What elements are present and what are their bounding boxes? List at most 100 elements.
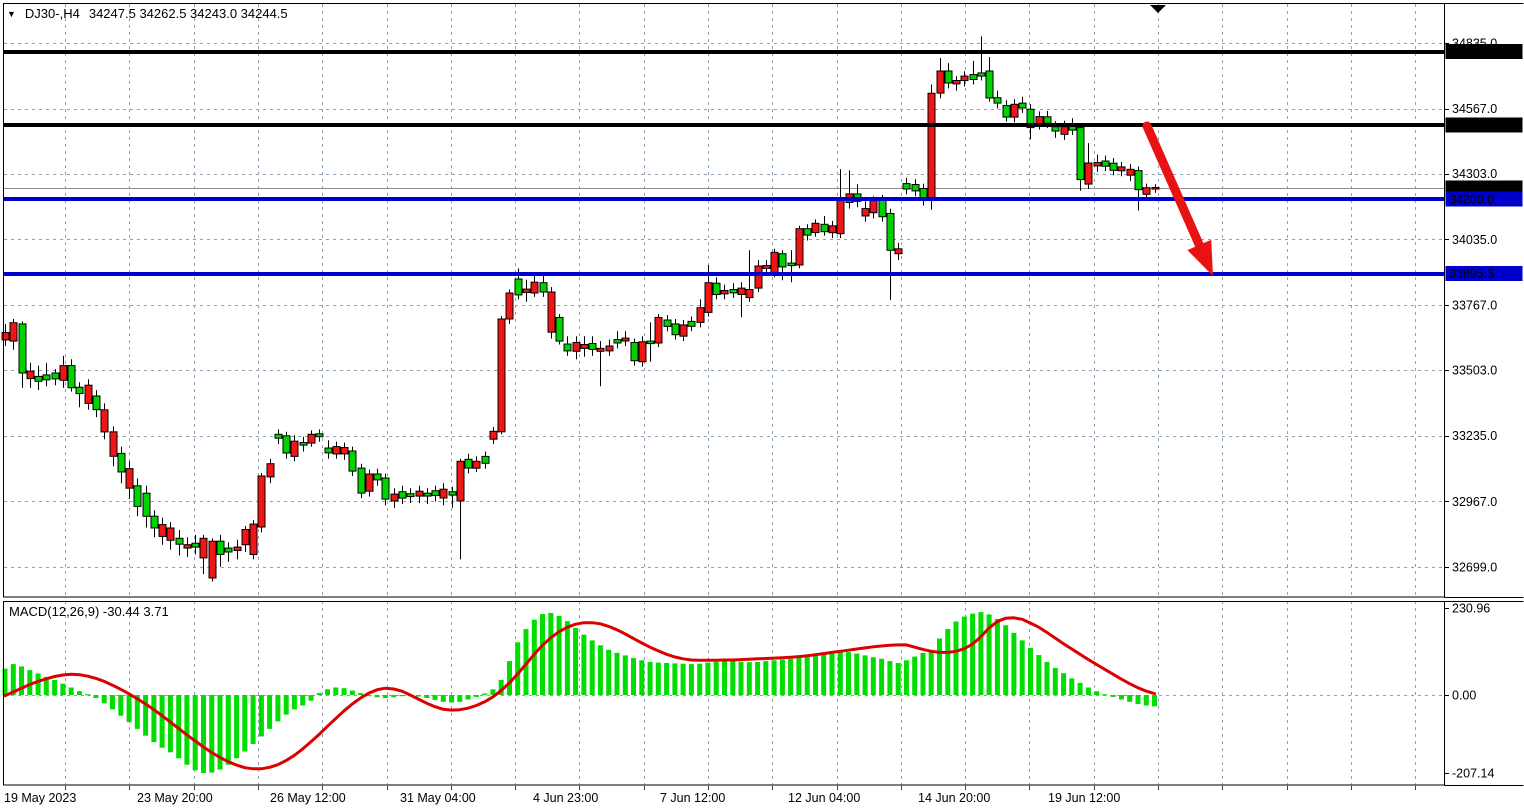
price-tick-label: 33767.0 xyxy=(1452,299,1497,313)
macd-bar xyxy=(85,694,91,696)
macd-bar xyxy=(912,656,918,695)
candle xyxy=(150,515,159,529)
candle xyxy=(1043,116,1052,124)
candle xyxy=(216,540,225,555)
candle xyxy=(365,473,374,492)
shift-marker-icon[interactable] xyxy=(1150,5,1166,13)
macd-bar xyxy=(771,660,777,695)
candle xyxy=(505,292,514,320)
macd-bar xyxy=(1102,694,1108,696)
price-badge xyxy=(1445,117,1523,133)
price-tick-label: 34035.0 xyxy=(1452,233,1497,247)
macd-bar xyxy=(796,657,802,695)
price-badge-label: 34500.0 xyxy=(1449,119,1494,133)
macd-bar xyxy=(465,695,471,700)
candle xyxy=(679,324,688,337)
candle xyxy=(977,72,986,77)
candle xyxy=(712,282,721,296)
macd-bar xyxy=(622,655,628,695)
macd-bar xyxy=(779,659,785,695)
time-axis-label: 7 Jun 12:00 xyxy=(660,791,725,805)
macd-bar xyxy=(614,652,620,695)
candle xyxy=(1018,102,1027,109)
candle xyxy=(26,370,35,380)
candle xyxy=(1076,127,1085,181)
candle xyxy=(431,490,440,497)
macd-bar xyxy=(201,695,206,773)
macd-bar xyxy=(755,661,761,695)
symbol-dropdown-icon[interactable]: ▼ xyxy=(7,9,16,19)
candle xyxy=(191,542,200,548)
macd-bar xyxy=(482,693,488,695)
time-axis-label: 12 Jun 04:00 xyxy=(788,791,860,805)
macd-bar xyxy=(1003,625,1009,695)
price-tick-label: 33503.0 xyxy=(1452,363,1497,377)
macd-bar xyxy=(870,657,876,695)
macd-bar xyxy=(804,655,810,695)
time-axis-label: 23 May 20:00 xyxy=(137,791,213,805)
macd-indicator-label: MACD(12,26,9) -30.44 3.71 xyxy=(9,604,169,619)
candle xyxy=(547,291,556,333)
macd-bar xyxy=(986,614,992,695)
candle xyxy=(687,320,696,327)
candle xyxy=(67,365,76,389)
macd-bar xyxy=(325,689,330,695)
macd-bar xyxy=(945,629,951,695)
macd-bar xyxy=(2,668,8,695)
candle xyxy=(654,317,663,344)
macd-bar xyxy=(639,660,645,695)
candle xyxy=(936,70,945,94)
candle xyxy=(555,317,564,342)
macd-bar xyxy=(10,664,16,695)
macd-bar xyxy=(540,614,545,695)
candle xyxy=(952,80,961,85)
macd-bar xyxy=(837,651,843,695)
candle xyxy=(960,75,969,81)
macd-bar xyxy=(581,634,587,695)
macd-bar xyxy=(564,621,570,695)
trend-arrow-shaft[interactable] xyxy=(1142,121,1204,250)
candle xyxy=(878,198,887,218)
macd-bar xyxy=(209,695,215,773)
macd-bar xyxy=(126,695,132,723)
candle xyxy=(373,473,382,481)
macd-bar xyxy=(110,695,115,710)
macd-bar xyxy=(374,695,380,698)
candle xyxy=(290,440,299,457)
time-axis-label: 19 May 2023 xyxy=(4,791,76,805)
candle xyxy=(539,282,548,293)
horizontal-gridlines xyxy=(4,43,1444,696)
macd-bar xyxy=(1019,640,1025,695)
macd-bar xyxy=(829,651,835,695)
macd-bar xyxy=(531,619,537,695)
macd-bar xyxy=(606,649,612,695)
candle xyxy=(613,339,622,344)
macd-bar xyxy=(895,663,901,695)
candle xyxy=(125,468,134,489)
candle xyxy=(927,92,936,200)
candle xyxy=(9,322,18,342)
trend-arrow-head[interactable] xyxy=(1187,239,1213,276)
candle xyxy=(84,384,93,404)
candle xyxy=(902,183,911,190)
price-tick-label: 34303.0 xyxy=(1452,167,1497,181)
macd-bar xyxy=(1044,661,1050,695)
macd-bar xyxy=(151,695,157,743)
candle xyxy=(133,485,142,507)
macd-bar xyxy=(573,627,579,695)
macd-bar xyxy=(1077,682,1083,695)
price-tick-label: 32699.0 xyxy=(1452,561,1497,575)
macd-bar xyxy=(680,663,686,695)
macd-histogram xyxy=(2,612,1157,773)
candle xyxy=(1151,187,1160,190)
candle xyxy=(1,332,10,341)
macd-bar xyxy=(1011,632,1017,695)
candle xyxy=(787,262,796,267)
candle xyxy=(282,435,291,454)
macd-bar xyxy=(763,661,769,695)
candle xyxy=(911,184,920,192)
candle xyxy=(109,431,118,457)
macd-bar xyxy=(234,695,240,759)
